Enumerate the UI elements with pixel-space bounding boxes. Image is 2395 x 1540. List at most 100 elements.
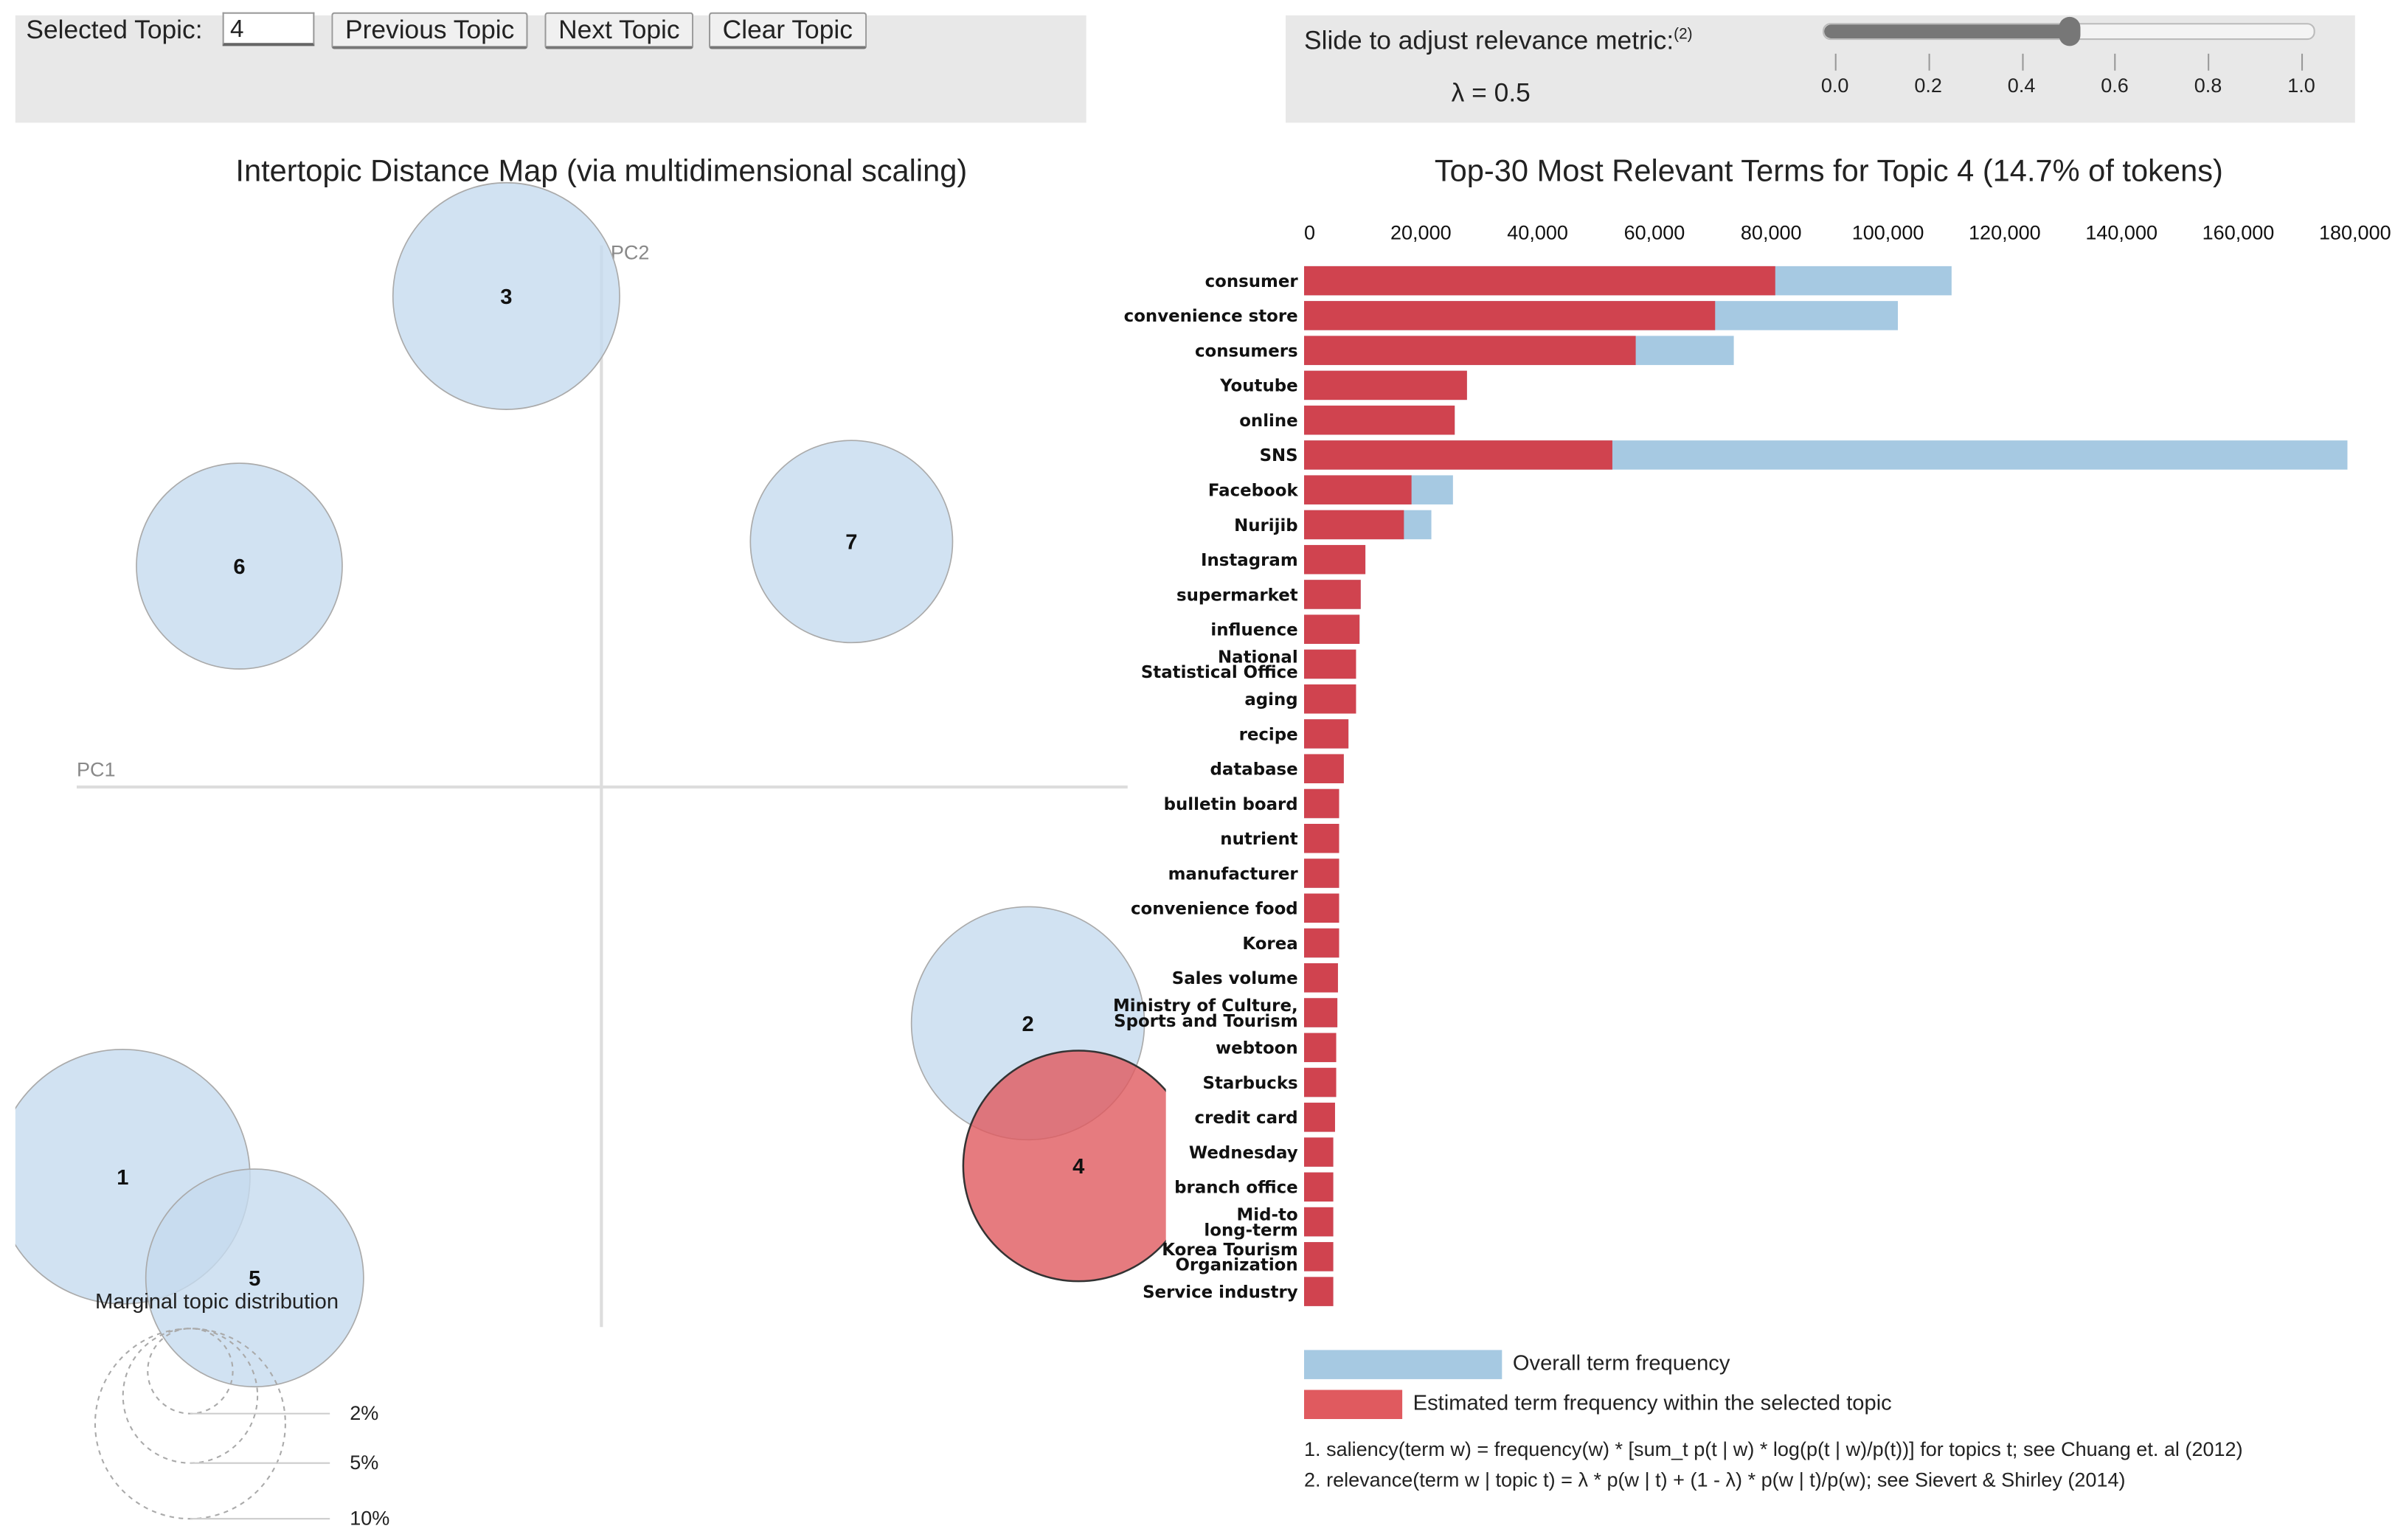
term-label[interactable]: Mid-to long-term	[1204, 1206, 1297, 1241]
term-label[interactable]: convenience store	[1124, 307, 1298, 326]
x-tick-label: 60,000	[1624, 221, 1685, 243]
topic-frequency-bar[interactable]	[1303, 614, 1360, 644]
term-label[interactable]: aging	[1244, 690, 1297, 710]
slider-tick	[2208, 53, 2210, 71]
topic-frequency-bar[interactable]	[1303, 440, 1612, 470]
slider-tick-label: 0.6	[2101, 73, 2129, 97]
topic-circle-4[interactable]	[962, 1050, 1166, 1283]
topic-frequency-bar[interactable]	[1303, 1172, 1334, 1202]
legend-topic-label: Estimated term frequency within the sele…	[1413, 1390, 1892, 1415]
term-label[interactable]: Nurijib	[1234, 516, 1298, 535]
topic-frequency-bar[interactable]	[1303, 684, 1356, 714]
topic-frequency-bar[interactable]	[1303, 1033, 1337, 1063]
topic-frequency-bar[interactable]	[1303, 580, 1361, 609]
topic-circle-3[interactable]	[392, 181, 620, 410]
topic-frequency-bar[interactable]	[1303, 1277, 1334, 1306]
term-label[interactable]: Youtube	[1219, 377, 1298, 396]
topic-frequency-bar[interactable]	[1303, 719, 1349, 749]
topic-frequency-bar[interactable]	[1303, 1207, 1334, 1237]
topic-frequency-bar[interactable]	[1303, 301, 1716, 330]
term-label[interactable]: Korea Tourism Organization	[1162, 1241, 1297, 1275]
topic-frequency-bar[interactable]	[1303, 859, 1339, 888]
topic-frequency-bar[interactable]	[1303, 1242, 1334, 1272]
x-tick-label: 40,000	[1507, 221, 1568, 243]
topic-label-4: 4	[1072, 1155, 1085, 1179]
x-tick-label: 140,000	[2085, 221, 2157, 243]
intertopic-distance-map: PC2 PC1 1 2 3 5 6 7 4 Marginal topic distribut…	[15, 181, 1166, 1530]
term-label[interactable]: Korea	[1242, 934, 1297, 954]
slider-tick-label: 0.2	[1914, 73, 1942, 97]
term-label[interactable]: credit card	[1195, 1109, 1298, 1128]
topic-circle-7[interactable]	[749, 440, 954, 644]
slider-tick-label: 0.8	[2194, 73, 2222, 97]
topic-frequency-bar[interactable]	[1303, 928, 1339, 958]
lambda-slider[interactable]	[1823, 16, 2315, 46]
slider-tick-label: 0.4	[2007, 73, 2036, 97]
term-label[interactable]: database	[1210, 760, 1298, 780]
selected-topic-input[interactable]: 4	[222, 12, 315, 46]
term-label[interactable]: bulletin board	[1164, 795, 1298, 814]
x-tick-label: 160,000	[2202, 221, 2275, 243]
term-label[interactable]: Service industry	[1143, 1283, 1298, 1302]
term-bar-chart: 0 20,000 40,000 60,000 80,000 100,000 120,000 1…	[1113, 221, 2391, 1306]
clear-topic-button[interactable]: Clear Topic	[708, 12, 867, 49]
term-label[interactable]: influence	[1210, 621, 1297, 640]
term-label[interactable]: online	[1239, 412, 1297, 431]
topic-frequency-bar[interactable]	[1303, 510, 1404, 540]
term-label[interactable]: Instagram	[1201, 551, 1298, 570]
topic-frequency-bar[interactable]	[1303, 649, 1356, 679]
topic-frequency-bar[interactable]	[1303, 1137, 1334, 1167]
previous-topic-button[interactable]: Previous Topic	[331, 12, 529, 49]
term-label[interactable]: nutrient	[1220, 830, 1297, 849]
term-label[interactable]: recipe	[1239, 725, 1298, 744]
topic-frequency-bar[interactable]	[1303, 544, 1366, 575]
x-tick-label: 0	[1304, 221, 1315, 243]
slider-tick	[2115, 53, 2117, 71]
next-topic-button[interactable]: Next Topic	[544, 12, 694, 49]
marginal-legend-title: Marginal topic distribution	[95, 1290, 339, 1314]
marginal-legend-label: 5%	[350, 1451, 378, 1474]
topic-circle-5[interactable]	[145, 1168, 364, 1388]
footnote-ref: (2)	[1674, 27, 1693, 44]
topic-frequency-bar[interactable]	[1303, 1067, 1337, 1097]
term-label[interactable]: National Statistical Office	[1141, 648, 1298, 682]
term-label[interactable]: SNS	[1260, 446, 1298, 465]
topic-frequency-bar[interactable]	[1303, 405, 1455, 435]
topic-frequency-bar[interactable]	[1303, 370, 1467, 400]
topic-controls-panel: Selected Topic: 4 Previous Topic Next To…	[15, 12, 1086, 123]
term-label[interactable]: convenience food	[1131, 900, 1298, 919]
topic-frequency-bar[interactable]	[1303, 754, 1344, 784]
marginal-legend-label: 10%	[350, 1508, 389, 1530]
topic-circle-6[interactable]	[136, 462, 343, 670]
topic-frequency-bar[interactable]	[1303, 336, 1636, 365]
marginal-legend-circle	[94, 1328, 286, 1520]
topic-frequency-bar[interactable]	[1303, 824, 1339, 853]
slider-fill	[1824, 24, 2069, 38]
topic-frequency-bar[interactable]	[1303, 998, 1338, 1027]
term-label[interactable]: supermarket	[1176, 586, 1298, 605]
topic-frequency-bar[interactable]	[1303, 963, 1338, 993]
term-label[interactable]: Wednesday	[1189, 1143, 1298, 1162]
topic-frequency-bar[interactable]	[1303, 266, 1775, 296]
term-label[interactable]: Starbucks	[1202, 1074, 1297, 1093]
slider-tick	[2301, 53, 2304, 71]
slider-thumb[interactable]	[2058, 16, 2080, 46]
term-label[interactable]: Ministry of Culture, Sports and Tourism	[1113, 996, 1298, 1031]
term-label[interactable]: Sales volume	[1172, 969, 1298, 988]
topic-frequency-bar[interactable]	[1303, 1103, 1335, 1132]
term-label[interactable]: consumers	[1195, 341, 1298, 361]
relevance-label: Slide to adjust relevance metric:(2)	[1304, 26, 1693, 57]
marginal-legend-label: 2%	[350, 1402, 378, 1424]
topic-frequency-bar[interactable]	[1303, 475, 1412, 504]
topic-label-6: 6	[233, 555, 245, 579]
term-label[interactable]: branch office	[1174, 1179, 1298, 1198]
topic-frequency-bar[interactable]	[1303, 893, 1339, 923]
slider-tick	[1928, 53, 1930, 71]
term-label[interactable]: webtoon	[1216, 1039, 1298, 1058]
pc1-label: PC1	[77, 758, 116, 780]
term-label[interactable]: Facebook	[1208, 482, 1299, 501]
term-label[interactable]: consumer	[1205, 272, 1299, 291]
term-label[interactable]: manufacturer	[1168, 864, 1299, 884]
topic-frequency-bar[interactable]	[1303, 788, 1339, 819]
